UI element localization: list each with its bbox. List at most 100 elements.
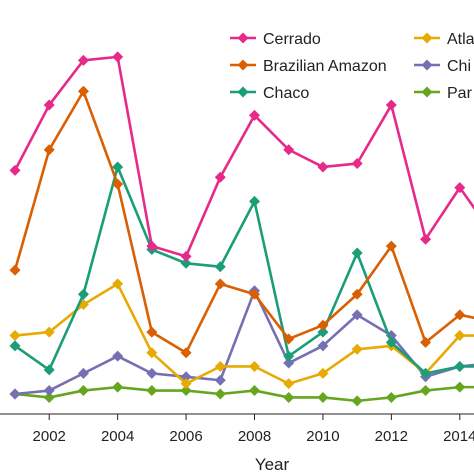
series-brazilian-amazon xyxy=(9,85,474,359)
data-point xyxy=(9,264,21,276)
data-point xyxy=(249,360,260,372)
data-point xyxy=(43,326,55,338)
data-point xyxy=(351,158,363,170)
x-tick-label: 2006 xyxy=(169,428,202,445)
data-point xyxy=(214,171,226,183)
x-tick-label: 2010 xyxy=(306,428,339,445)
legend-label: Cerrado xyxy=(263,31,321,48)
data-point xyxy=(112,350,124,362)
data-point xyxy=(385,99,397,111)
x-tick-label: 2004 xyxy=(101,428,134,445)
legend-label: Brazilian Amazon xyxy=(263,58,387,75)
data-point xyxy=(249,195,260,207)
legend-swatch-marker xyxy=(421,32,433,44)
x-axis-ticks: 2002 2004 2006 2008 2010 2012 2014 xyxy=(33,414,474,445)
legend-swatch-marker xyxy=(421,59,433,71)
legend-item: Brazilian Amazon xyxy=(230,58,387,75)
data-point xyxy=(249,109,260,121)
legend-item: Par xyxy=(414,85,473,102)
data-point xyxy=(77,54,89,66)
data-point xyxy=(283,391,295,403)
series-layer xyxy=(9,51,474,407)
data-point xyxy=(454,381,466,393)
data-point xyxy=(317,367,329,379)
data-point xyxy=(351,247,363,259)
data-point xyxy=(351,288,363,300)
data-point xyxy=(351,343,363,355)
data-point xyxy=(214,360,226,372)
series-cerrado xyxy=(9,51,474,262)
data-point xyxy=(9,340,21,352)
data-point xyxy=(249,385,260,397)
data-point xyxy=(214,261,226,273)
data-point xyxy=(146,347,158,359)
x-tick-label: 2012 xyxy=(375,428,408,445)
data-point xyxy=(43,144,55,156)
data-point xyxy=(43,385,55,397)
data-point xyxy=(454,182,466,194)
data-point xyxy=(420,233,432,245)
data-point xyxy=(9,388,21,400)
data-point xyxy=(112,381,124,393)
data-point xyxy=(112,178,124,190)
data-point xyxy=(351,309,363,321)
data-point xyxy=(146,367,158,379)
data-point xyxy=(317,319,329,331)
data-point xyxy=(283,333,295,345)
data-point xyxy=(454,330,466,342)
data-point xyxy=(454,309,466,321)
plot-area: 2002 2004 2006 2008 2010 2012 2014 Cerrado Braz… xyxy=(0,31,474,445)
legend-item: Chaco xyxy=(230,85,309,102)
x-tick-label: 2014 xyxy=(443,428,474,445)
data-point xyxy=(77,367,89,379)
data-point xyxy=(77,385,89,397)
series-chaco xyxy=(9,161,474,379)
legend-label: Chi xyxy=(447,58,471,75)
data-point xyxy=(385,240,397,252)
legend-item: Atla xyxy=(414,31,474,48)
data-point xyxy=(249,288,260,300)
legend: Cerrado Brazilian Amazon Chaco Atla Chi Par xyxy=(230,31,474,102)
x-axis-label: Year xyxy=(255,455,290,474)
legend-swatch-marker xyxy=(421,86,433,98)
data-point xyxy=(385,336,397,348)
legend-item: Cerrado xyxy=(230,31,321,48)
legend-swatch-marker xyxy=(237,86,249,98)
data-point xyxy=(112,161,124,173)
data-point xyxy=(43,364,55,376)
x-tick-label: 2008 xyxy=(238,428,271,445)
data-point xyxy=(214,388,226,400)
data-point xyxy=(180,250,192,262)
data-point xyxy=(9,164,21,176)
legend-label: Atla xyxy=(447,31,474,48)
data-point xyxy=(283,357,295,369)
data-point xyxy=(317,326,329,338)
data-point xyxy=(43,99,55,111)
data-point xyxy=(420,367,432,379)
data-point xyxy=(77,288,89,300)
legend-label: Par xyxy=(447,85,473,102)
legend-swatch-marker xyxy=(237,59,249,71)
data-point xyxy=(180,347,192,359)
series-pantanal xyxy=(9,381,474,407)
data-point xyxy=(146,385,158,397)
data-point xyxy=(283,378,295,390)
data-point xyxy=(317,391,329,403)
data-point xyxy=(283,144,295,156)
data-point xyxy=(180,378,192,390)
data-point xyxy=(214,278,226,290)
data-point xyxy=(283,350,295,362)
data-point xyxy=(180,385,192,397)
data-point xyxy=(420,385,432,397)
data-point xyxy=(146,326,158,338)
data-point xyxy=(43,391,55,403)
data-point xyxy=(9,330,21,342)
data-point xyxy=(146,240,158,252)
data-point xyxy=(112,278,124,290)
data-point xyxy=(180,257,192,269)
legend-swatch-marker xyxy=(237,32,249,44)
data-point xyxy=(317,161,329,173)
data-point xyxy=(317,340,329,352)
x-tick-label: 2002 xyxy=(33,428,66,445)
